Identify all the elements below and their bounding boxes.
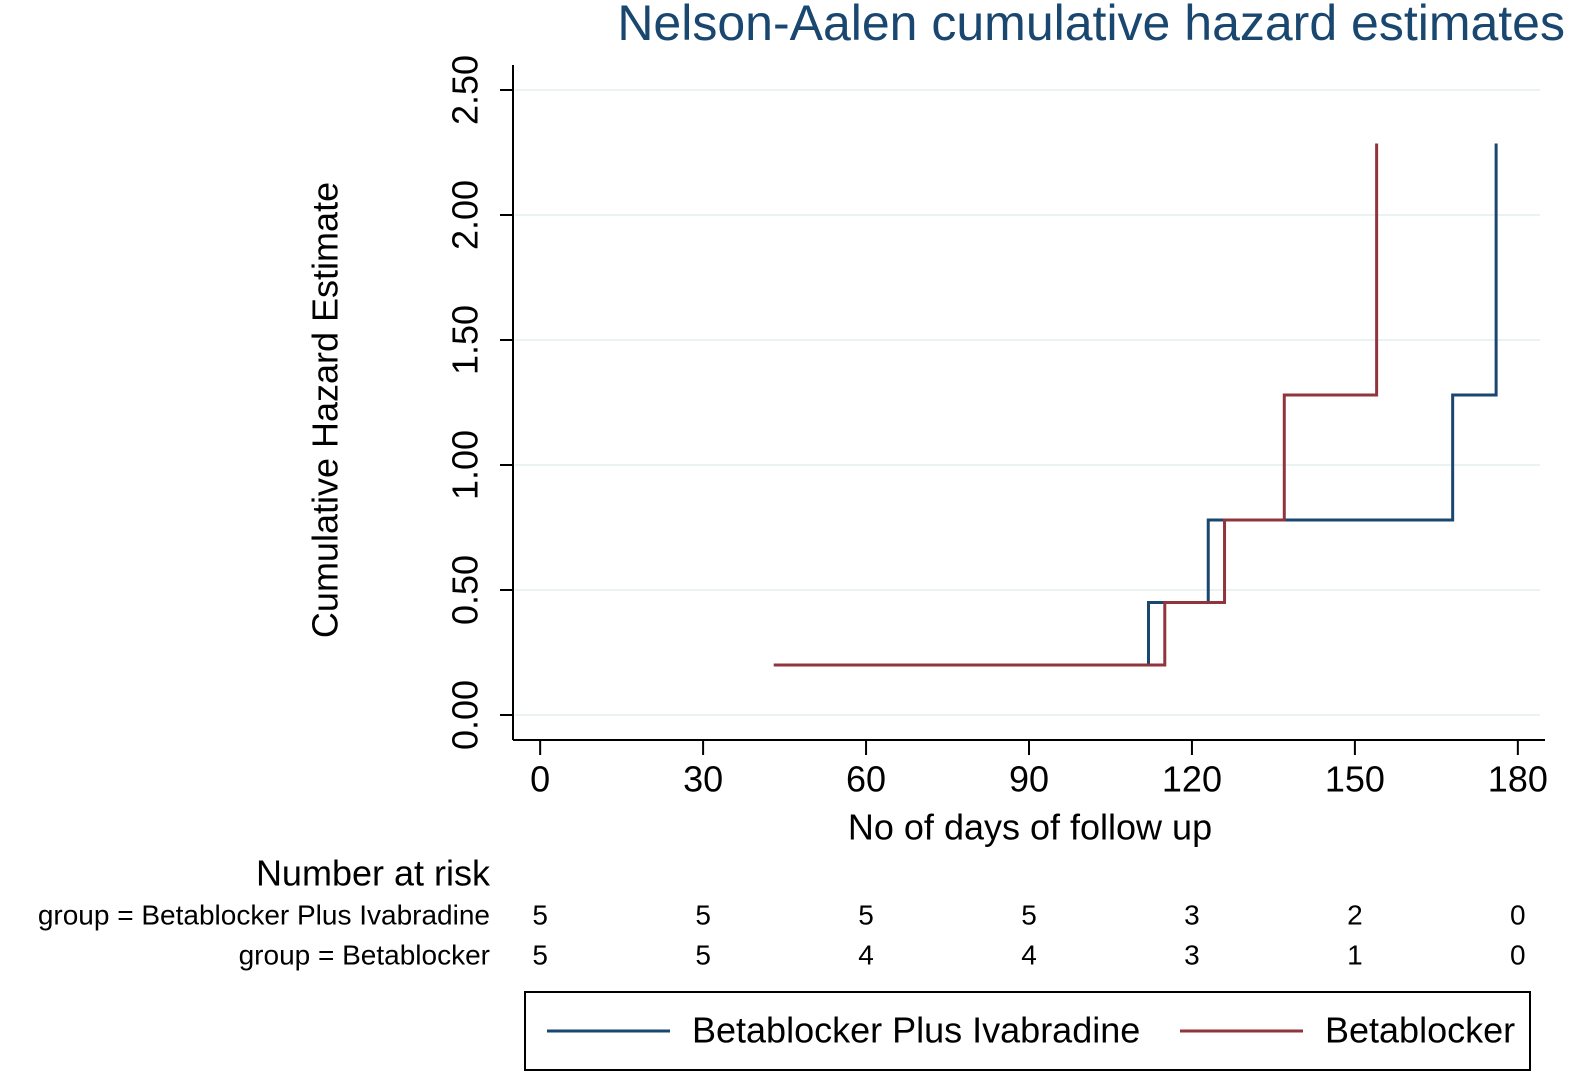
y-axis-label: Cumulative Hazard Estimate (305, 182, 346, 638)
x-axis-label: No of days of follow up (848, 807, 1212, 848)
risk-value: 5 (1021, 899, 1037, 930)
x-tick-label: 180 (1488, 759, 1548, 800)
risk-value: 4 (858, 939, 874, 970)
risk-value: 1 (1347, 939, 1363, 970)
risk-value: 0 (1510, 899, 1526, 930)
x-tick-label: 0 (530, 759, 550, 800)
chart-title: Nelson-Aalen cumulative hazard estimates (617, 0, 1565, 51)
risk-value: 5 (532, 899, 548, 930)
y-tick-label: 0.00 (445, 680, 486, 750)
legend-box (524, 991, 1531, 1071)
risk-row-label: group = Betablocker (239, 939, 490, 970)
risk-table-title: Number at risk (256, 853, 491, 894)
risk-value: 5 (695, 939, 711, 970)
risk-value: 4 (1021, 939, 1037, 970)
legend-label: Betablocker (1325, 1010, 1515, 1051)
risk-value: 2 (1347, 899, 1363, 930)
y-tick-label: 1.00 (445, 430, 486, 500)
y-tick-label: 1.50 (445, 305, 486, 375)
risk-value: 0 (1510, 939, 1526, 970)
x-tick-label: 60 (846, 759, 886, 800)
risk-row-label: group = Betablocker Plus Ivabradine (38, 899, 490, 930)
legend-label: Betablocker Plus Ivabradine (692, 1010, 1140, 1051)
x-tick-label: 150 (1325, 759, 1385, 800)
x-tick-label: 30 (683, 759, 723, 800)
risk-value: 5 (695, 899, 711, 930)
y-tick-label: 0.50 (445, 555, 486, 625)
risk-value: 3 (1184, 939, 1200, 970)
risk-value: 3 (1184, 899, 1200, 930)
x-tick-label: 90 (1009, 759, 1049, 800)
risk-value: 5 (532, 939, 548, 970)
risk-value: 5 (858, 899, 874, 930)
y-tick-label: 2.50 (445, 55, 486, 125)
y-tick-label: 2.00 (445, 180, 486, 250)
x-tick-label: 120 (1162, 759, 1222, 800)
